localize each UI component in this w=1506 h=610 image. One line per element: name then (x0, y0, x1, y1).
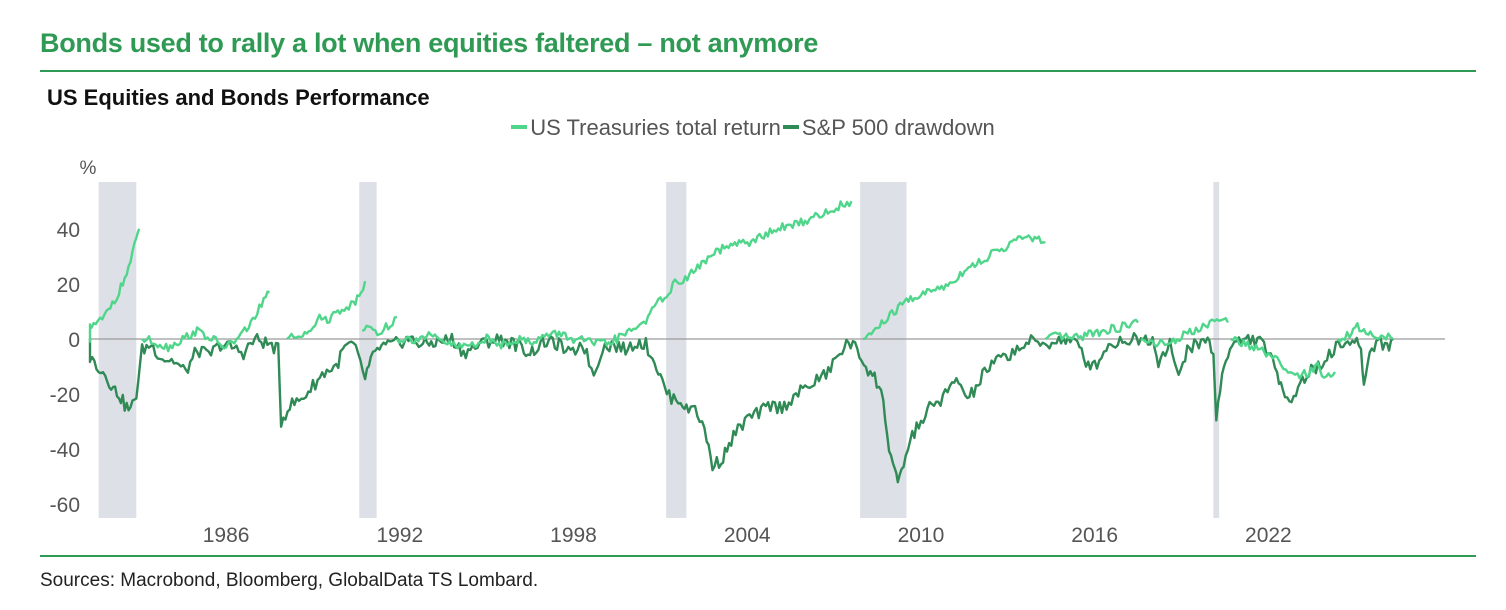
treasuries-return-line (1230, 336, 1337, 380)
legend-item-treasuries: US Treasuries total return (511, 115, 781, 141)
sp500-drawdown-line (88, 332, 1394, 484)
y-tick-label: 20 (57, 274, 80, 297)
treasuries-return-line (88, 228, 141, 343)
y-axis-label: % (80, 158, 97, 179)
treasuries-return-line (1140, 317, 1229, 348)
axis-ticks: 40 20 0 -20 -40 -60 1986 1992 1998 2004 2010 2016 20… (50, 219, 1292, 547)
page-headline: Bonds used to rally a lot when equities … (40, 28, 819, 58)
chart-title: US Equities and Bonds Performance (47, 85, 430, 110)
legend-label-treasuries: US Treasuries total return (530, 115, 781, 140)
legend-swatch-treasuries (511, 125, 528, 130)
x-tick-label: 2010 (898, 524, 945, 547)
headline-divider (40, 70, 1476, 72)
recession-band (98, 182, 137, 518)
treasuries-return-line (286, 280, 367, 340)
legend-label-sp500: S&P 500 drawdown (801, 115, 995, 140)
treasuries-return-line (862, 234, 1046, 341)
recession-bands (98, 182, 1220, 518)
x-tick-label: 2004 (724, 524, 771, 547)
legend-item-sp500: S&P 500 drawdown (782, 115, 995, 141)
treasuries-return-line (141, 290, 270, 353)
footer-divider (40, 555, 1476, 557)
treasuries-return-line (1044, 318, 1140, 342)
y-tick-label: 0 (68, 329, 80, 352)
legend-swatch-sp500 (782, 125, 799, 130)
x-tick-label: 1992 (376, 524, 423, 547)
recession-band (860, 182, 907, 518)
y-tick-label: -40 (50, 439, 80, 462)
x-tick-label: 2022 (1245, 524, 1292, 547)
recession-band (1213, 182, 1220, 518)
recession-band (359, 182, 377, 518)
recession-band (666, 182, 687, 518)
y-tick-label: 40 (57, 219, 80, 242)
treasuries-return-line (361, 315, 398, 337)
series-lines (88, 200, 1394, 484)
y-tick-label: -20 (50, 384, 80, 407)
treasuries-return-line (1337, 322, 1394, 343)
treasuries-return-line (395, 200, 853, 350)
y-tick-label: -60 (50, 494, 80, 517)
line-chart: 40 20 0 -20 -40 -60 1986 1992 1998 2004 2010 2016 20… (50, 158, 1445, 547)
chart-legend: US Treasuries total return S&P 500 drawdo… (0, 115, 1506, 141)
x-tick-label: 2016 (1071, 524, 1118, 547)
sources-note: Sources: Macrobond, Bloomberg, GlobalDat… (40, 570, 539, 591)
x-tick-label: 1998 (550, 524, 597, 547)
x-tick-label: 1986 (203, 524, 250, 547)
